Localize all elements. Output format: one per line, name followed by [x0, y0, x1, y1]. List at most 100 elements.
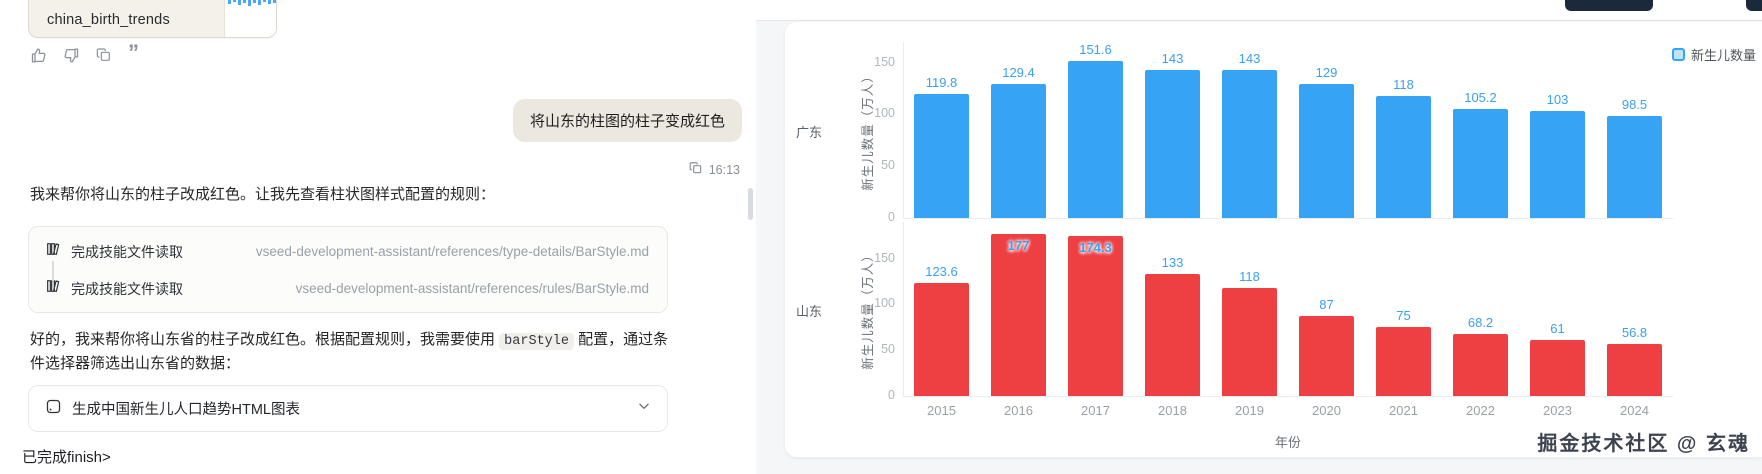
dark-action-button[interactable]	[1746, 0, 1762, 11]
bar-广东-2019[interactable]	[1222, 69, 1277, 218]
subplot-row-label: 广东	[795, 125, 822, 140]
bar-广东-2021[interactable]	[1376, 95, 1431, 218]
feedback-toolbar: ”	[30, 40, 139, 65]
newborn-bar-chart: 新生儿数量 掘金技术社区 @ 玄魂 广东 新生儿数量（万人） 150 100 50 0 11…	[785, 22, 1762, 457]
bar-山东-2021[interactable]	[1376, 327, 1431, 396]
thumbs-up-icon[interactable]	[30, 47, 47, 64]
bar-value-label: 151.6	[1079, 42, 1112, 58]
x-tick-label: 2019	[1235, 403, 1264, 418]
bar-value-label: 105.2	[1464, 90, 1497, 106]
y-tick-label: 150	[874, 54, 895, 69]
mini-bar	[263, 0, 266, 2]
bar-广东-2018[interactable]	[1145, 69, 1200, 218]
x-tick-label: 2017	[1081, 403, 1110, 418]
chart-card: 新生儿数量 掘金技术社区 @ 玄魂 广东 新生儿数量（万人） 150 100 50 0 11…	[785, 22, 1762, 457]
x-axis-title: 年份	[1274, 435, 1301, 450]
bar-value-label: 118	[1239, 268, 1260, 284]
bar-value-label: 87	[1319, 297, 1334, 313]
bar-山东-2024[interactable]	[1607, 343, 1662, 396]
copy-message-icon[interactable]	[689, 161, 703, 178]
bar-山东-2022[interactable]	[1453, 333, 1508, 396]
bar-广东-2023[interactable]	[1530, 111, 1585, 218]
x-tick-label: 2023	[1543, 403, 1572, 418]
mini-bar	[258, 0, 261, 5]
chevron-down-icon[interactable]	[637, 399, 651, 418]
watermark-text: 掘金技术社区 @ 玄魂	[1537, 433, 1750, 455]
dark-action-button[interactable]	[1565, 0, 1653, 11]
attachment-chart-preview	[224, 0, 276, 37]
bar-value-label: 118	[1393, 76, 1414, 92]
step-connector-line	[52, 261, 54, 281]
chat-scrollbar[interactable]	[748, 188, 753, 220]
chat-panel: china_birth_trends ”	[0, 0, 756, 474]
attachment-filename: china_birth_trends	[47, 12, 170, 28]
subplot-row-label: 山东	[795, 304, 822, 319]
mini-bar	[273, 0, 276, 3]
skill-read-path: vseed-development-assistant/references/t…	[255, 244, 649, 259]
x-tick-label: 2016	[1004, 403, 1033, 418]
bar-value-label: 123.6	[925, 263, 958, 279]
y-axis-line	[903, 42, 904, 218]
inline-code-barstyle: barStyle	[499, 333, 574, 350]
mini-bar	[238, 0, 241, 5]
bar-山东-2023[interactable]	[1530, 340, 1585, 396]
y-tick-label: 100	[874, 106, 895, 121]
attachment-chip[interactable]: china_birth_trends	[28, 0, 277, 38]
x-tick-label: 2018	[1158, 403, 1187, 418]
skill-read-label: 完成技能文件读取	[71, 280, 183, 297]
bar-山东-2016[interactable]	[991, 233, 1046, 396]
skill-read-row[interactable]: 完成技能文件读取 vseed-development-assistant/ref…	[29, 233, 667, 270]
bar-山东-2018[interactable]	[1145, 274, 1200, 396]
bar-广东-2022[interactable]	[1453, 109, 1508, 218]
skill-read-card: 完成技能文件读取 vseed-development-assistant/ref…	[28, 226, 668, 313]
book-read-icon	[45, 241, 61, 262]
bar-山东-2019[interactable]	[1222, 287, 1277, 396]
artifact-window-icon	[45, 398, 62, 420]
chart-area-panel: 新生儿数量 掘金技术社区 @ 玄魂 广东 新生儿数量（万人） 150 100 50 0 11…	[756, 0, 1762, 474]
bar-广东-2020[interactable]	[1299, 84, 1354, 218]
generate-chart-collapse[interactable]: 生成中国新生儿人口趋势HTML图表	[28, 385, 668, 432]
mini-bar	[268, 0, 271, 4]
bar-山东-2015[interactable]	[914, 282, 969, 396]
chart-legend[interactable]: 新生儿数量	[1671, 45, 1756, 64]
bar-广东-2016[interactable]	[991, 84, 1046, 218]
legend-swatch-icon	[1671, 48, 1685, 61]
bar-value-label: 75	[1396, 308, 1411, 324]
mini-chart-bars	[228, 0, 276, 6]
bar-value-label: 61	[1550, 321, 1565, 337]
bar-山东-2020[interactable]	[1299, 316, 1354, 396]
user-message-bubble: 将山东的柱图的柱子变成红色	[512, 99, 742, 142]
finish-status-text: 已完成finish>	[22, 449, 111, 466]
legend-label: 新生儿数量	[1690, 48, 1756, 63]
thumbs-down-icon[interactable]	[63, 47, 80, 64]
bar-value-label: 56.8	[1621, 324, 1648, 340]
skill-read-row[interactable]: 完成技能文件读取 vseed-development-assistant/ref…	[29, 270, 667, 307]
right-topbar	[756, 0, 1762, 21]
book-read-icon	[45, 278, 61, 299]
y-tick-label: 100	[874, 296, 895, 311]
bar-value-label: 143	[1238, 50, 1261, 66]
y-tick-label: 150	[874, 250, 895, 265]
generate-chart-label: 生成中国新生儿人口趋势HTML图表	[72, 402, 300, 418]
y-tick-label: 0	[888, 388, 895, 402]
bar-广东-2017[interactable]	[1068, 61, 1123, 218]
bar-value-label: 129.4	[1002, 65, 1035, 81]
bar-value-label: 177	[1007, 237, 1030, 253]
quote-icon[interactable]: ”	[128, 40, 139, 65]
bar-山东-2017[interactable]	[1068, 236, 1123, 396]
x-tick-label: 2020	[1312, 403, 1341, 418]
bar-广东-2024[interactable]	[1607, 116, 1662, 218]
x-tick-label: 2015	[927, 403, 956, 418]
copy-icon[interactable]	[96, 47, 112, 63]
y-tick-label: 0	[888, 210, 895, 224]
skill-read-path: vseed-development-assistant/references/r…	[295, 281, 649, 296]
x-tick-label: 2024	[1620, 403, 1649, 418]
y-axis-line	[903, 222, 904, 396]
bar-广东-2015[interactable]	[914, 93, 969, 218]
y-tick-label: 50	[881, 158, 895, 173]
assistant-followup-text: 好的，我来帮你将山东省的柱子改成红色。根据配置规则，我需要使用 barStyle…	[30, 331, 669, 372]
skill-read-label: 完成技能文件读取	[71, 243, 183, 260]
x-tick-label: 2022	[1466, 403, 1495, 418]
mini-bar	[243, 0, 246, 3]
